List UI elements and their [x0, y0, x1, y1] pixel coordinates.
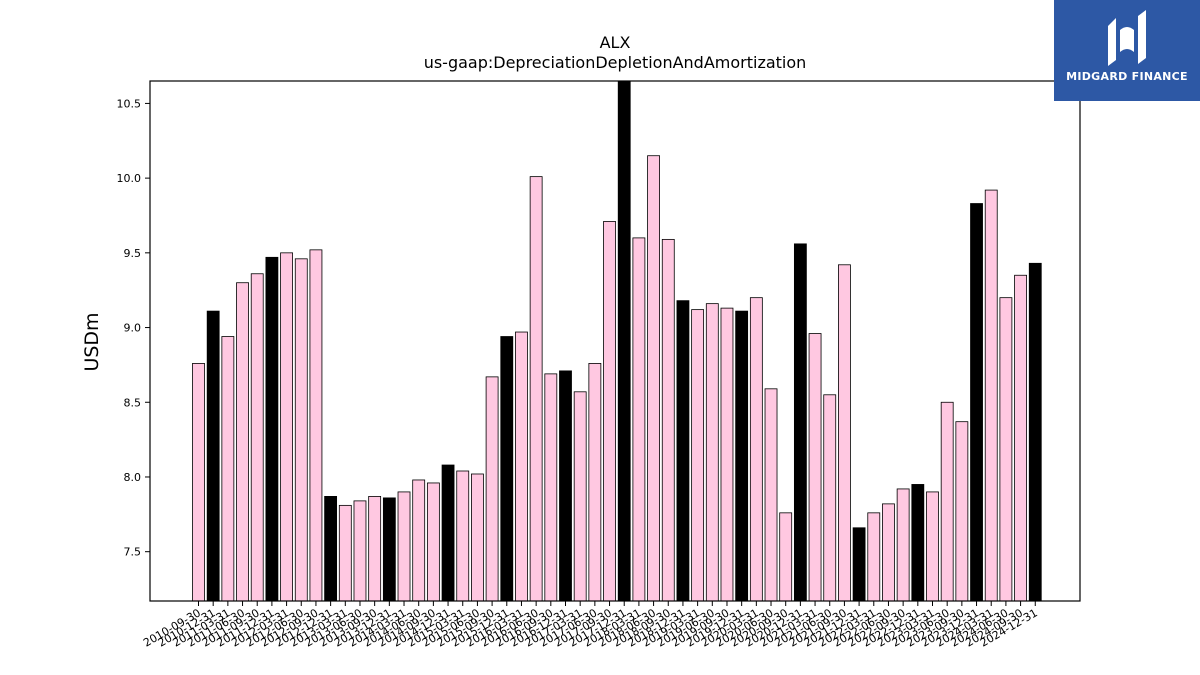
- bar: [705, 303, 719, 602]
- bar: [603, 221, 616, 602]
- bar: [265, 256, 279, 602]
- bar: [382, 497, 396, 602]
- bar: [764, 388, 778, 602]
- bar: [515, 331, 528, 602]
- bar: [838, 264, 851, 602]
- bar: [1028, 262, 1042, 602]
- bar: [206, 310, 220, 602]
- bar: [426, 482, 440, 602]
- bar: [309, 249, 323, 602]
- bar: [882, 503, 895, 602]
- bar: [544, 373, 558, 602]
- y-tick-label: 8.0: [124, 471, 142, 484]
- y-tick-label: 10.5: [117, 97, 142, 110]
- bar: [485, 376, 499, 602]
- bar: [779, 512, 793, 602]
- y-tick-label: 9.0: [124, 322, 142, 335]
- bar: [221, 336, 235, 602]
- bar: [192, 363, 205, 602]
- y-tick-label: 9.5: [124, 247, 142, 260]
- bar: [236, 282, 249, 602]
- bar: [500, 336, 514, 602]
- bar: [353, 500, 367, 602]
- bars: [192, 80, 1042, 602]
- y-axis-label: USDm: [81, 312, 103, 371]
- bar: [573, 391, 587, 602]
- bar: [559, 370, 572, 602]
- bar: [529, 176, 543, 602]
- bar: [647, 155, 660, 602]
- chart-title: ALX: [600, 33, 631, 52]
- midgard-mark-icon: [1108, 10, 1146, 66]
- bar: [999, 297, 1013, 602]
- plot-frame: [149, 80, 1081, 602]
- bar: [412, 479, 426, 602]
- bar: [984, 189, 998, 602]
- bar: [676, 300, 690, 602]
- chart-subtitle: us-gaap:DepreciationDepletionAndAmortiza…: [424, 53, 807, 72]
- bar: [456, 470, 470, 602]
- bar: [735, 310, 749, 602]
- bar: [940, 401, 954, 602]
- bar: [749, 297, 763, 602]
- y-tick-label: 7.5: [124, 546, 142, 559]
- x-axis: 2010-09-302010-12-312011-03-312011-06-30…: [141, 601, 1040, 650]
- y-axis: 7.5 8.0 8.5 9.0 9.5 10.0 10.5: [117, 97, 150, 559]
- brand-name: MIDGARD FINANCE: [1066, 70, 1188, 83]
- bar: [441, 464, 455, 602]
- bar: [338, 504, 352, 602]
- brand-logo: MIDGARD FINANCE: [1054, 0, 1200, 101]
- bar: [632, 237, 646, 602]
- bar: [970, 203, 983, 602]
- bar: [852, 527, 866, 602]
- bar: [661, 238, 675, 602]
- bar: [294, 258, 308, 602]
- bar: [823, 394, 837, 602]
- bar: [368, 496, 382, 602]
- bar: [280, 252, 293, 602]
- bar: [793, 243, 807, 602]
- bar: [250, 273, 264, 602]
- bar: [324, 496, 338, 602]
- bar: [955, 421, 969, 602]
- bar: [926, 491, 939, 602]
- bar: [588, 363, 602, 602]
- bar: [691, 309, 705, 602]
- bar: [471, 473, 484, 602]
- bar: [808, 333, 822, 602]
- bar: [720, 307, 734, 602]
- bar: [1014, 274, 1027, 602]
- bar: [397, 491, 411, 602]
- y-tick-label: 10.0: [117, 172, 142, 185]
- bar: [911, 484, 925, 602]
- bar: [617, 80, 631, 602]
- bar: [867, 512, 881, 602]
- bar: [896, 488, 910, 602]
- y-tick-label: 8.5: [124, 396, 142, 409]
